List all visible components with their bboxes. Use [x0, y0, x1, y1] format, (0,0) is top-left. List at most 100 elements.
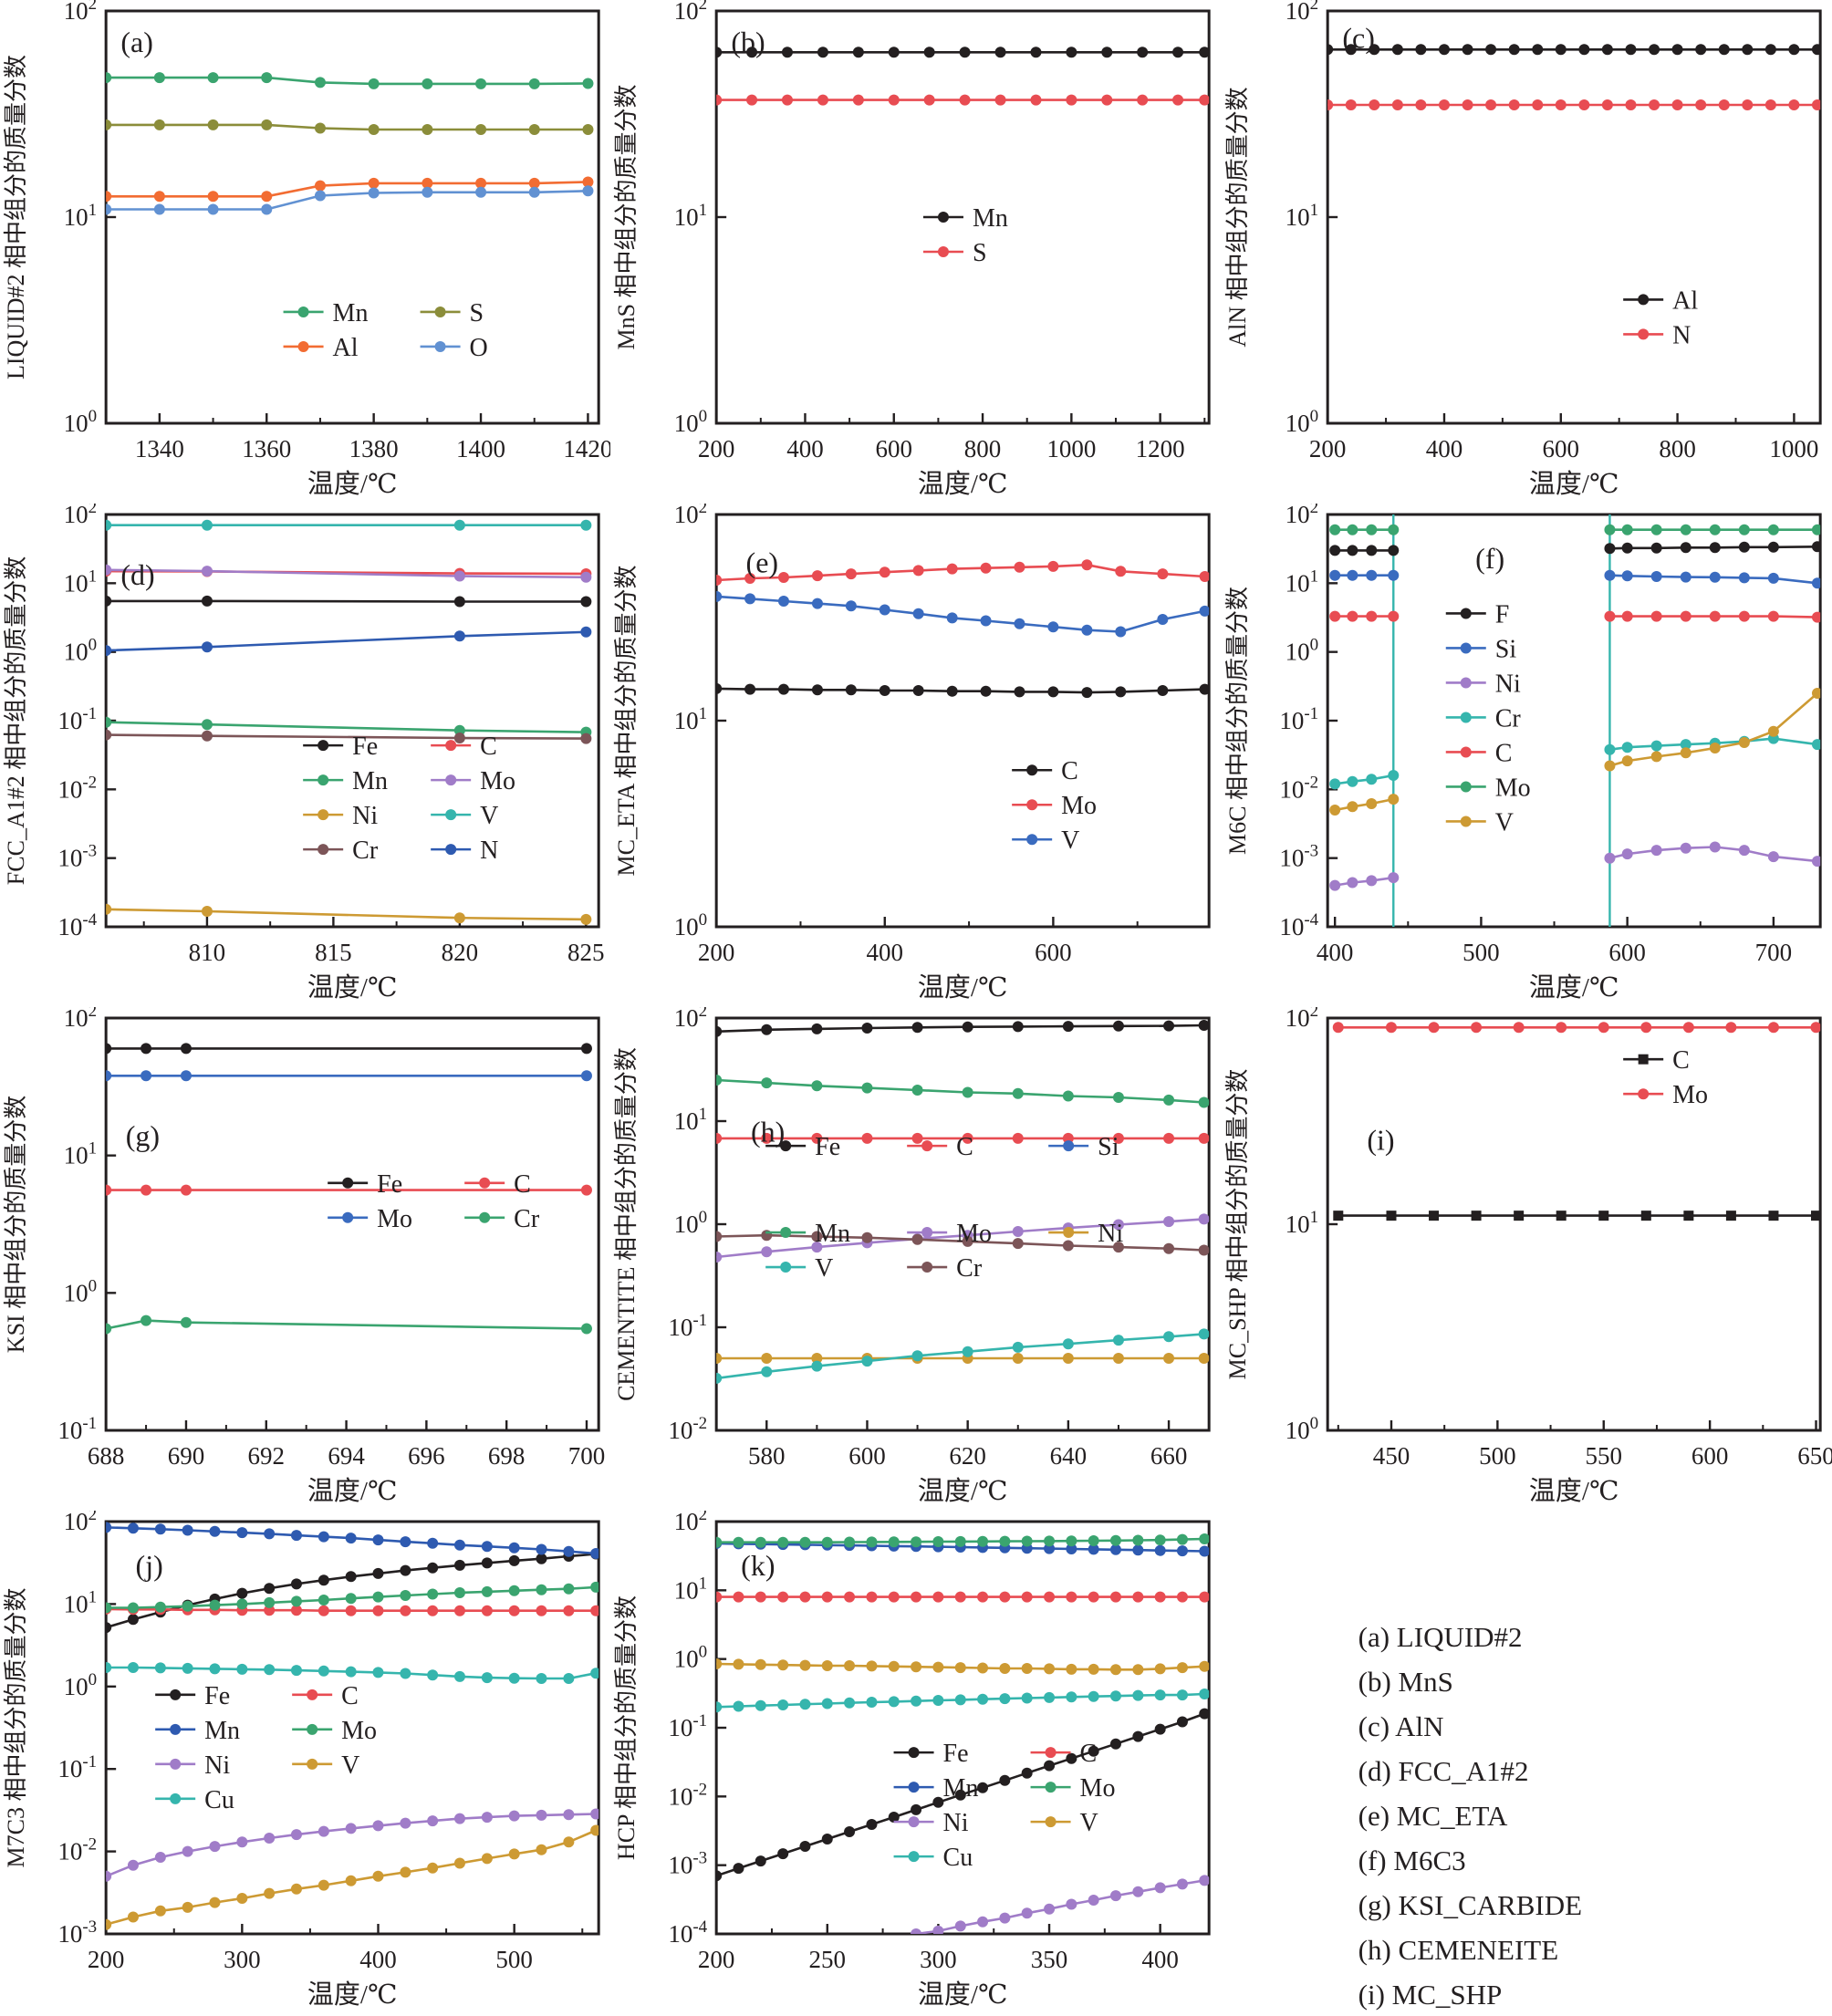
axes: 450 500 550 600 650 100 101 102 [1285, 1007, 1832, 1470]
x-tick-label: 500 [1479, 1442, 1516, 1470]
y-tick-label: 100 [1285, 407, 1318, 437]
x-tick-label: 1420 [563, 435, 610, 462]
x-tick-label: 600 [1035, 939, 1072, 966]
x-tick-label: 450 [1372, 1442, 1410, 1470]
legend-label: Mo [1061, 792, 1097, 820]
x-tick-label: 400 [1317, 939, 1354, 966]
series-N [1327, 99, 1820, 110]
legend-label: V [1494, 808, 1513, 837]
y-tick-label: 100 [674, 910, 708, 940]
legend: Fe C Mn Mo Ni V Cu [893, 1740, 1116, 1872]
legend-label: C [514, 1170, 531, 1199]
panel-d-fcc: 810 815 820 825 10-4 10-3 10-2 10-1 100 101 102 (d)… [0, 504, 610, 1007]
series-group [1327, 44, 1820, 110]
x-tick-label: 350 [1031, 1946, 1068, 1973]
series-Si [1328, 569, 1820, 589]
y-tick-label: 101 [674, 704, 708, 734]
panel-label: (c) [1342, 22, 1375, 55]
y-tick-label: 101 [64, 566, 98, 597]
x-tick-label: 820 [442, 939, 479, 966]
legend-label: Mo [956, 1220, 992, 1248]
legend-label: C [956, 1133, 973, 1161]
x-tick-label: 825 [567, 939, 605, 966]
y-tick-label: 10-2 [57, 773, 97, 803]
x-tick-label: 200 [1309, 435, 1347, 462]
legend-label: Mn [943, 1774, 979, 1803]
phase-list-item: (e) MC_ETA [1358, 1799, 1508, 1832]
legend-label: C [1494, 739, 1512, 767]
y-axis-label: HCP 相中组分的质量分数 [613, 1595, 640, 1860]
series-C [716, 1132, 1210, 1144]
legend-label: O [470, 334, 488, 362]
y-axis-label: M6C 相中组分的质量分数 [1224, 587, 1251, 855]
panel-label: (a) [120, 26, 153, 58]
legend-label: F [1494, 600, 1509, 629]
legend: Fe C Mn Mo Ni V Cu [155, 1682, 377, 1814]
y-tick-label: 102 [64, 504, 98, 528]
panel-a-liquid2: 1340 1360 1380 1400 1420 100 101 102 (a) Mn S Al O LI… [0, 0, 610, 504]
panel-label: (d) [120, 558, 154, 591]
x-tick-label: 600 [1542, 435, 1579, 462]
series-Fe [716, 1708, 1210, 1882]
y-tick-label: 101 [1285, 1208, 1318, 1238]
series-group [106, 72, 594, 215]
panel-label: (j) [136, 1549, 163, 1582]
x-axis-label: 温度/℃ [918, 469, 1008, 499]
series-Al [1327, 44, 1820, 56]
y-tick-label: 102 [674, 1007, 708, 1032]
series-Mn [106, 1522, 599, 1559]
x-tick-label: 400 [867, 939, 904, 966]
x-tick-label: 800 [964, 435, 1002, 462]
y-tick-label: 102 [64, 1007, 98, 1032]
legend-label: C [1080, 1740, 1098, 1768]
y-tick-label: 10-3 [57, 1917, 97, 1948]
y-tick-label: 102 [674, 1511, 708, 1535]
x-tick-label: 810 [189, 939, 226, 966]
panel-label: (b) [732, 26, 765, 58]
series-F [1328, 541, 1820, 556]
legend-label: Cu [943, 1844, 973, 1872]
series-group [716, 1533, 1210, 1934]
panel-label: (e) [746, 546, 779, 578]
axes: 810 815 820 825 10-4 10-3 10-2 10-1 100 101 102 [57, 504, 604, 966]
legend-label: Si [1494, 635, 1516, 663]
series-Mo [1328, 524, 1820, 535]
y-tick-label: 100 [64, 1670, 98, 1700]
legend-label: Mo [1080, 1774, 1116, 1803]
x-tick-label: 700 [1754, 939, 1792, 966]
series-O [106, 185, 594, 215]
series-Mo [716, 559, 1210, 586]
chart-g-canvas: 688 690 692 694 696 698 700 10-1 100 101 102 (g) Fe C… [3, 1007, 605, 1506]
legend: Mn S Al O [283, 299, 488, 362]
legend-label: Mn [204, 1717, 240, 1745]
legend: Fe C Si [765, 1133, 1119, 1161]
y-tick-label: 10-1 [57, 704, 97, 734]
panel-label: (i) [1367, 1124, 1394, 1157]
axes: 200 400 600 800 1000 100 101 102 [1285, 0, 1822, 462]
phase-list-item: (b) MnS [1358, 1665, 1453, 1698]
legend: F Si Ni Cr C Mo V [1445, 600, 1530, 837]
x-tick-label: 600 [1608, 939, 1646, 966]
x-tick-label: 698 [488, 1442, 526, 1470]
y-tick-label: 101 [674, 1105, 708, 1135]
y-axis-label: KSI 相中组分的质量分数 [3, 1096, 29, 1353]
x-tick-label: 690 [168, 1442, 205, 1470]
y-tick-label: 10-4 [1279, 910, 1318, 940]
axes: 200 400 600 100 101 102 [674, 504, 1211, 966]
legend: Al N [1622, 286, 1698, 349]
series-group [106, 1522, 599, 1930]
x-axis-label: 温度/℃ [918, 1476, 1008, 1506]
series-C [106, 1184, 592, 1196]
legend-label: C [1061, 757, 1078, 785]
series-group [106, 1043, 592, 1335]
series-Mo [106, 564, 592, 583]
phase-list-item: (d) FCC_A1#2 [1358, 1754, 1529, 1787]
chart-a-canvas: 1340 1360 1380 1400 1420 100 101 102 (a) Mn S Al O LI… [3, 0, 610, 499]
x-tick-label: 400 [359, 1946, 397, 1973]
legend: Mn Mo Ni V Cr [765, 1220, 1124, 1283]
phase-name-list: (a) LIQUID#2 (b) MnS (c) AlN (d) FCC_A1#… [1222, 1511, 1832, 2014]
y-tick-label: 102 [1285, 1007, 1318, 1032]
series-Mn [716, 47, 1210, 58]
y-tick-label: 102 [1285, 504, 1318, 528]
